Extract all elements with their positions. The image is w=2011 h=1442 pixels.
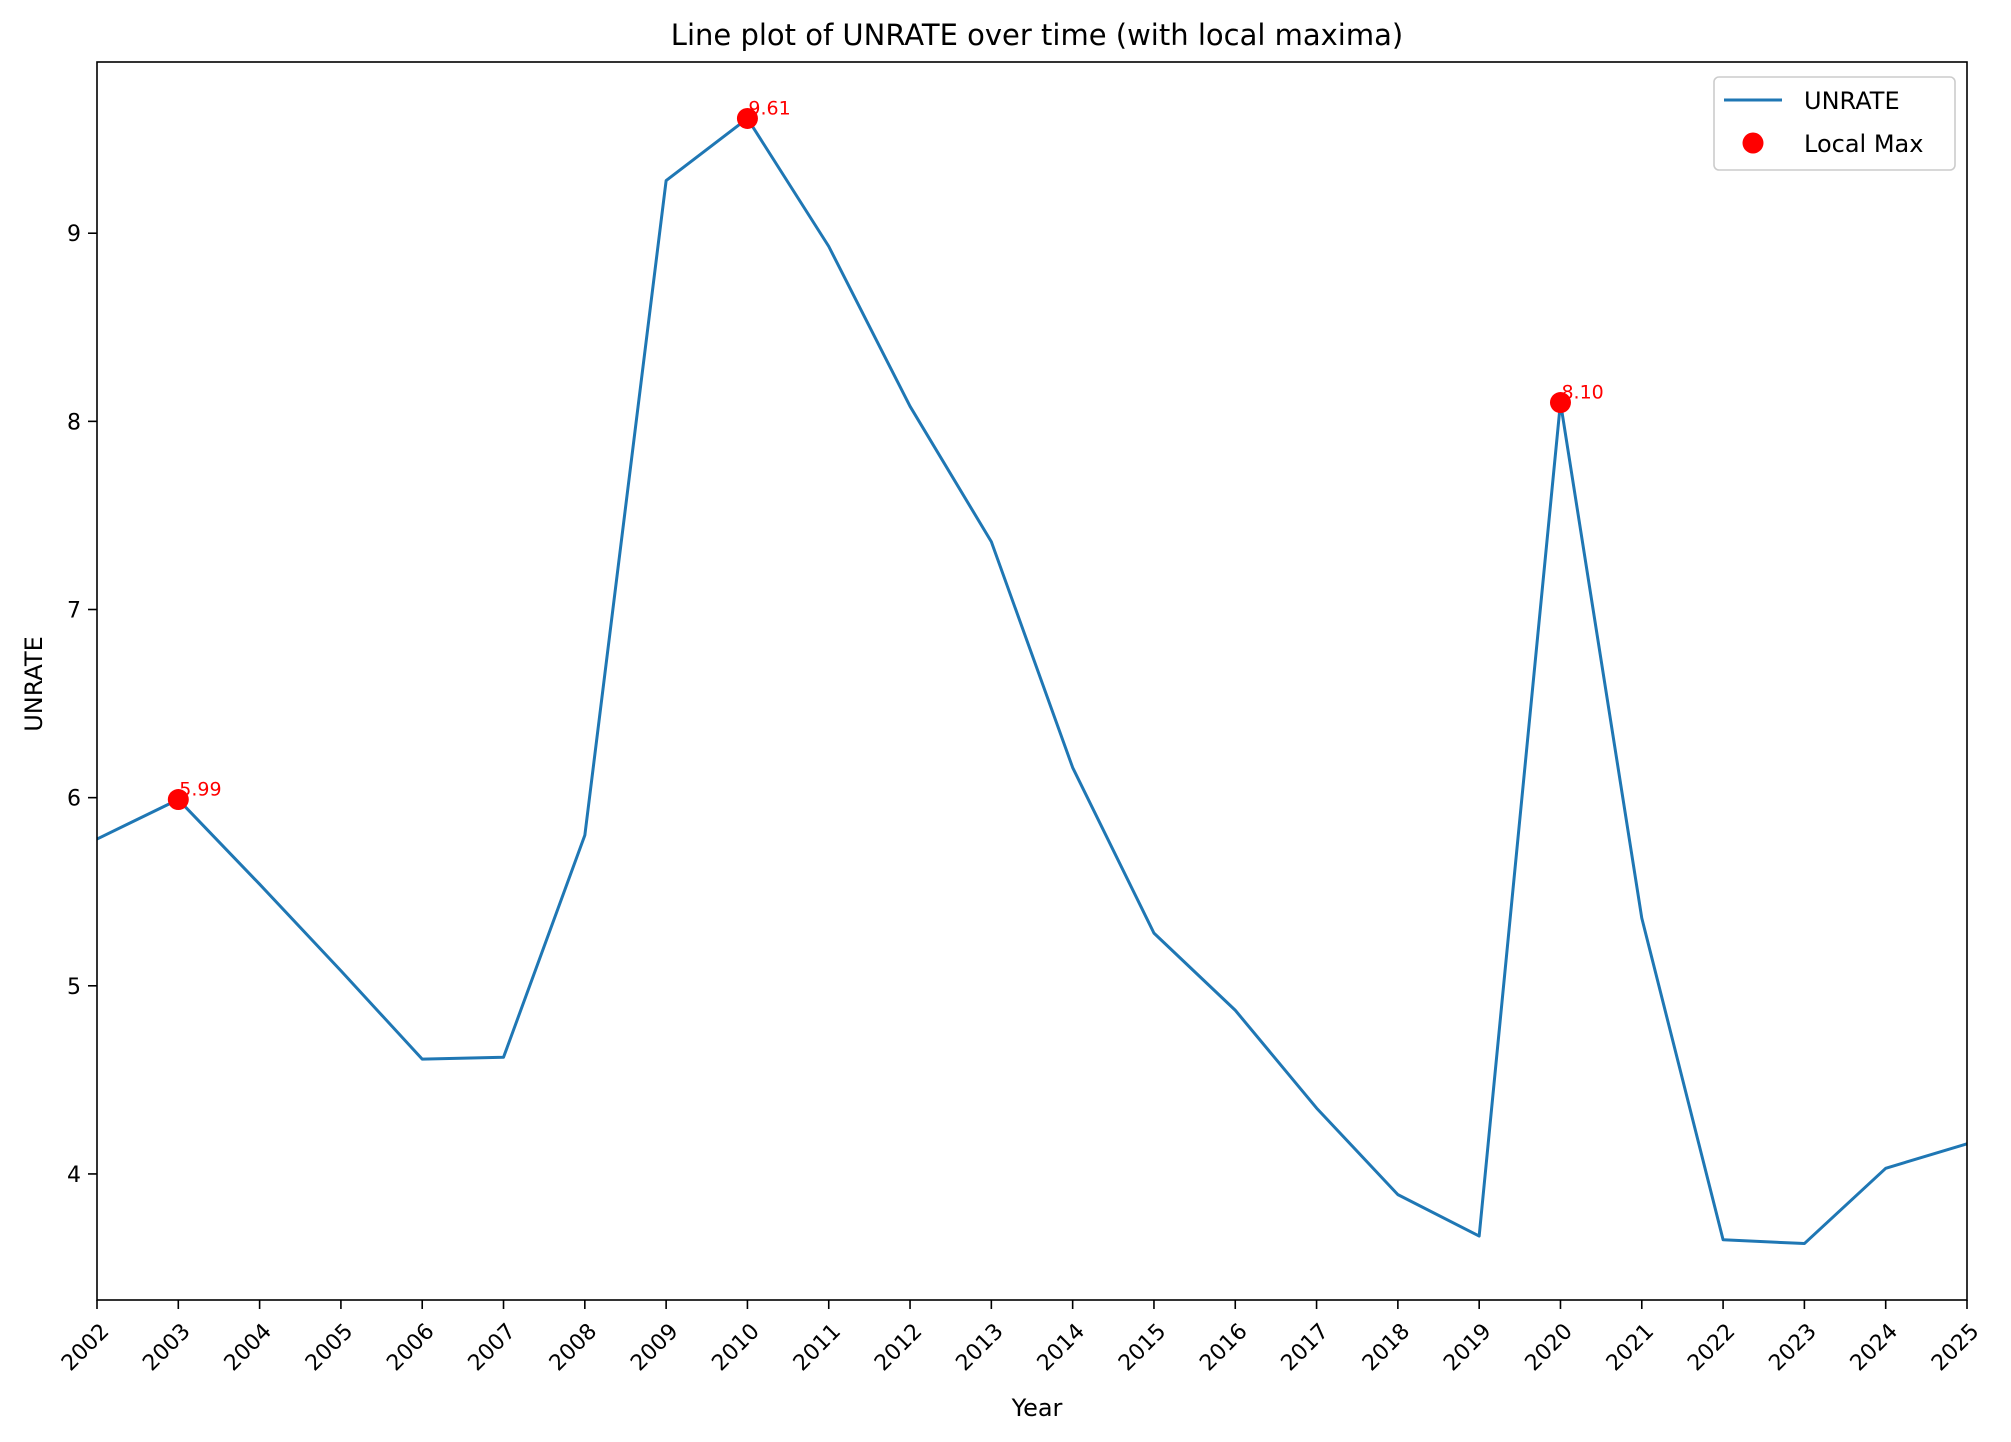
x-tick-label: 2021 (1602, 1319, 1659, 1376)
x-tick-label: 2006 (382, 1319, 439, 1376)
x-tick-label: 2004 (220, 1319, 277, 1376)
local-max-marker (167, 789, 189, 811)
local-max-label: 5.99 (179, 779, 221, 801)
local-max-marker (736, 107, 758, 129)
local-max-marker (1549, 392, 1571, 414)
x-axis-title: Year (1011, 1394, 1063, 1422)
x-tick-label: 2011 (789, 1319, 846, 1376)
x-tick-label: 2007 (464, 1319, 521, 1376)
local-max-label: 9.61 (748, 97, 790, 119)
x-tick-label: 2002 (57, 1319, 114, 1376)
y-tick-label: 5 (67, 975, 81, 1000)
y-tick-label: 9 (67, 222, 81, 247)
y-tick-label: 8 (67, 410, 81, 435)
x-tick-label: 2023 (1764, 1319, 1821, 1376)
y-tick-label: 4 (67, 1163, 81, 1188)
x-tick-label: 2005 (301, 1319, 358, 1376)
x-tick-label: 2012 (870, 1319, 927, 1376)
legend-label-unrate: UNRATE (1804, 87, 1900, 115)
x-tick-label: 2010 (707, 1319, 764, 1376)
x-tick-label: 2019 (1439, 1319, 1496, 1376)
x-tick-label: 2008 (545, 1319, 602, 1376)
x-tick-label: 2014 (1033, 1319, 1090, 1376)
legend: UNRATE Local Max (1713, 76, 1956, 171)
x-tick-label: 2016 (1195, 1319, 1252, 1376)
series-line-unrate (96, 116, 1968, 1246)
x-tick-label: 2025 (1927, 1319, 1984, 1376)
x-tick-label: 2009 (626, 1319, 683, 1376)
plot-area: 5.99 9.61 8.10 (96, 97, 1968, 1246)
plot-frame (96, 61, 1968, 1301)
x-tick-label: 2013 (951, 1319, 1008, 1376)
x-tick-label: 2017 (1277, 1319, 1334, 1376)
x-tick-label: 2024 (1846, 1319, 1903, 1376)
y-tick-label: 6 (67, 787, 81, 812)
y-axis-title: UNRATE (20, 636, 48, 732)
x-tick-label: 2020 (1521, 1319, 1578, 1376)
legend-label-local-max: Local Max (1804, 130, 1923, 158)
axis-ticks: 2002 2003 2004 2005 2006 2007 2008 2009 2010 2011… (57, 222, 1984, 1376)
legend-swatch-local-max (1742, 132, 1764, 154)
local-max-label: 8.10 (1561, 382, 1603, 404)
x-tick-label: 2018 (1358, 1319, 1415, 1376)
x-tick-label: 2003 (138, 1319, 195, 1376)
x-tick-label: 2022 (1683, 1319, 1740, 1376)
chart-title: Line plot of UNRATE over time (with loca… (671, 18, 1403, 52)
y-tick-label: 7 (67, 599, 81, 624)
x-tick-label: 2015 (1114, 1319, 1171, 1376)
